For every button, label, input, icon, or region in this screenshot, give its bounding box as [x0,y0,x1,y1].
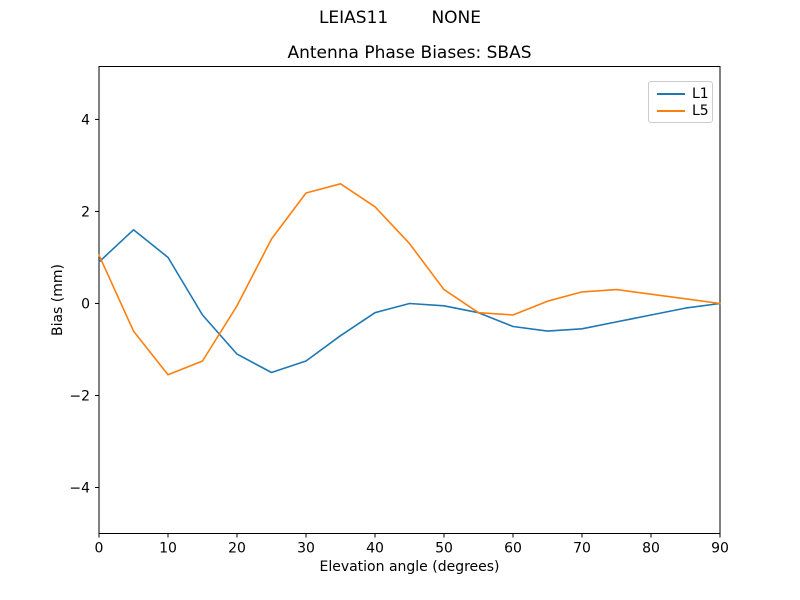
x-tick-label: 70 [573,541,591,557]
l1-line-swatch [657,92,685,95]
figure-suptitle: LEIAS11 NONE [318,8,482,28]
y-tick-label: 4 [81,112,90,128]
l5-line-swatch [657,109,685,112]
x-tick-label: 20 [228,541,246,557]
y-axis-label: Bias (mm) [50,263,66,337]
x-axis-label: Elevation angle (degrees) [319,559,500,575]
x-tick-label: 60 [504,541,522,557]
y-tick-label: −4 [69,480,90,496]
x-tick-label: 10 [159,541,177,557]
x-tick-label: 0 [95,541,104,557]
x-tick-label: 40 [366,541,384,557]
legend-entry-l5: L5 [657,104,709,118]
x-tick-label: 50 [435,541,453,557]
x-tick-label: 80 [642,541,660,557]
legend-entry-l1: L1 [657,87,709,101]
series-line-l5 [98,183,721,376]
axes-title: Antenna Phase Biases: SBAS [287,43,532,63]
x-tick-label: 30 [297,541,315,557]
series-line-l1 [98,229,721,374]
legend-label-l1: L1 [692,85,709,102]
legend-label-l5: L5 [692,102,709,119]
axes-frame [98,66,721,534]
y-tick-label: 2 [81,204,90,220]
x-tick-label: 90 [711,541,729,557]
legend: L1 L5 [648,81,713,123]
y-tick-label: −2 [69,388,90,404]
y-tick-label: 0 [81,296,90,312]
